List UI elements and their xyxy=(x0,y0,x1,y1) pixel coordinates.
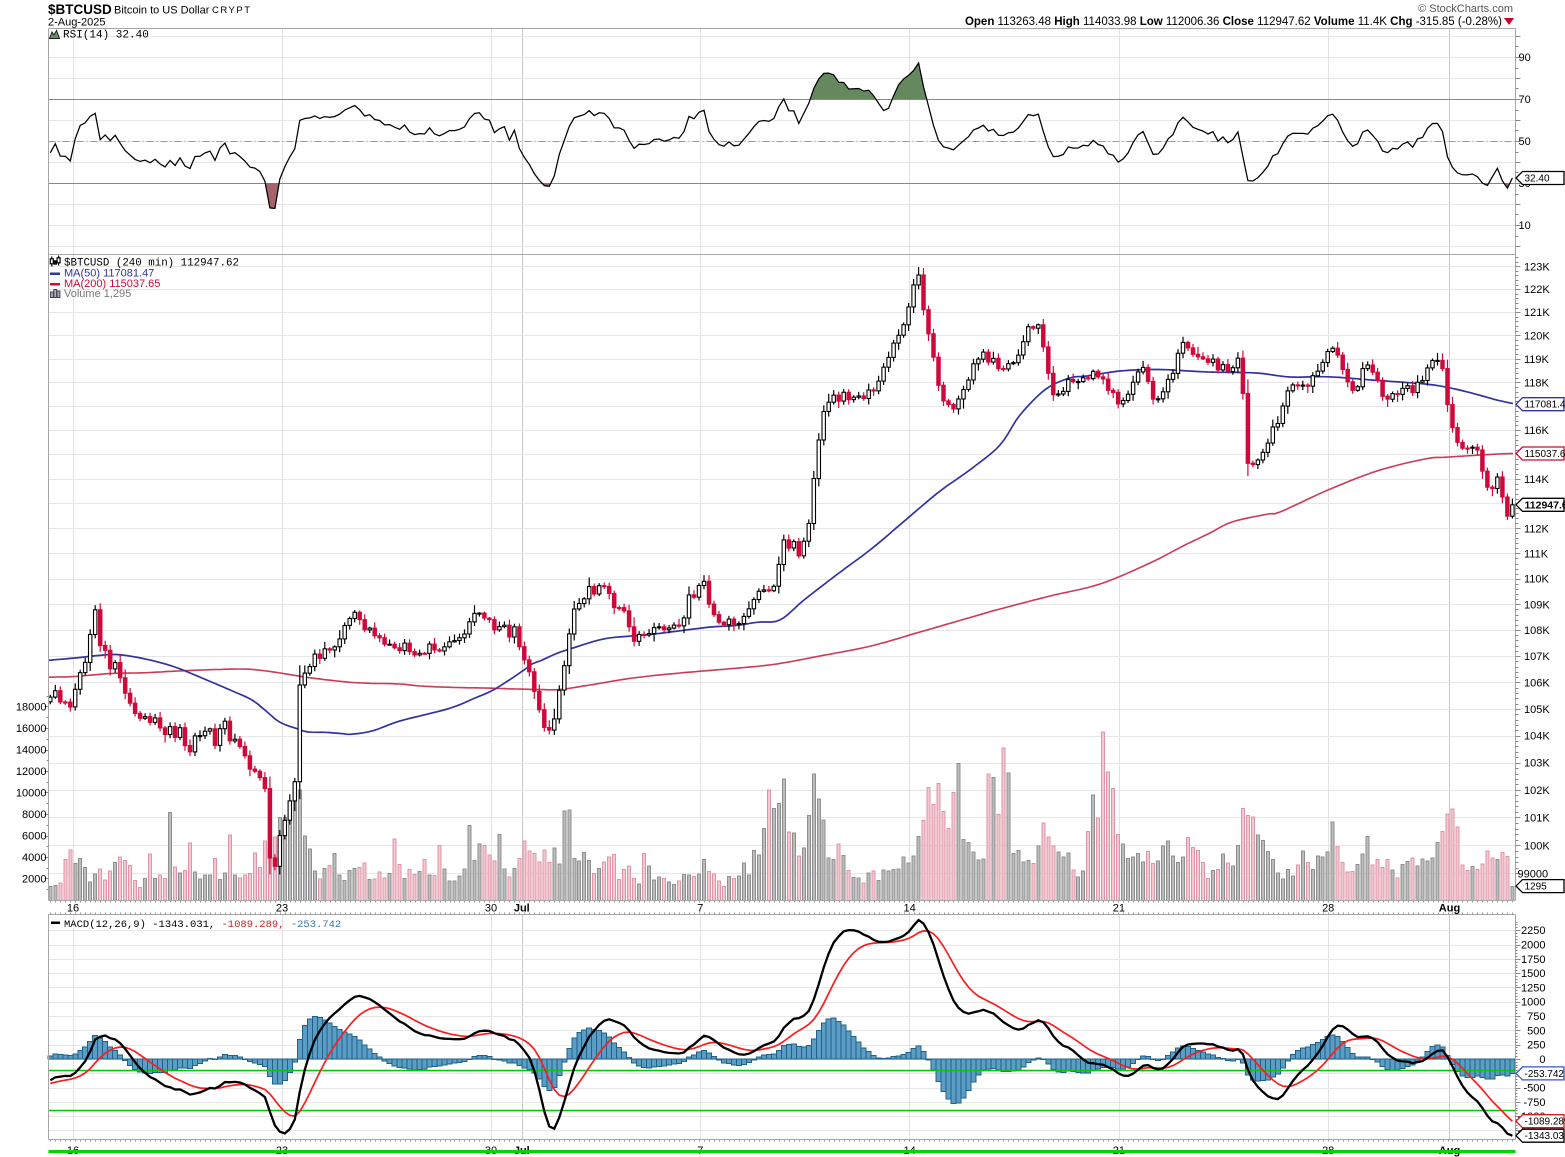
svg-text:107K: 107K xyxy=(1524,651,1550,663)
svg-text:750: 750 xyxy=(1527,1011,1545,1023)
svg-text:117081.47: 117081.47 xyxy=(1525,400,1565,411)
svg-text:1500: 1500 xyxy=(1521,968,1545,980)
svg-text:70: 70 xyxy=(1519,94,1531,106)
svg-text:110K: 110K xyxy=(1524,574,1550,586)
svg-text:CRYPT: CRYPT xyxy=(212,5,252,16)
svg-text:115037.65: 115037.65 xyxy=(1525,449,1565,460)
svg-text:99000: 99000 xyxy=(1518,868,1549,880)
svg-text:0: 0 xyxy=(1539,1054,1545,1066)
svg-text:6000: 6000 xyxy=(22,831,46,843)
svg-text:Jul: Jul xyxy=(514,903,530,915)
svg-text:14: 14 xyxy=(903,903,915,915)
svg-text:4000: 4000 xyxy=(22,852,46,864)
svg-text:MACD(12,26,9) -1343.031,: MACD(12,26,9) -1343.031, xyxy=(64,919,215,931)
svg-text:MA(50) 117081.47: MA(50) 117081.47 xyxy=(64,268,154,280)
svg-text:121K: 121K xyxy=(1524,307,1550,319)
svg-text:-1089.289: -1089.289 xyxy=(1525,1117,1565,1128)
svg-text:2000: 2000 xyxy=(22,874,46,886)
svg-text:118K: 118K xyxy=(1524,377,1550,389)
svg-text:14000: 14000 xyxy=(16,745,47,757)
svg-text:Bitcoin to US Dollar: Bitcoin to US Dollar xyxy=(114,5,210,17)
svg-text:106K: 106K xyxy=(1524,677,1550,689)
svg-text:100K: 100K xyxy=(1524,840,1550,852)
svg-text:10: 10 xyxy=(1519,220,1531,232)
svg-text:1000: 1000 xyxy=(1521,997,1545,1009)
svg-text:© StockCharts.com: © StockCharts.com xyxy=(1418,3,1513,15)
svg-text:50: 50 xyxy=(1519,136,1531,148)
svg-text:90: 90 xyxy=(1519,52,1531,64)
svg-text:123K: 123K xyxy=(1524,261,1550,273)
svg-text:RSI(14) 32.40: RSI(14) 32.40 xyxy=(63,30,149,42)
svg-text:30: 30 xyxy=(485,903,497,915)
svg-text:28: 28 xyxy=(1322,903,1334,915)
svg-text:Open 113263.48 High 114033.98: Open 113263.48 High 114033.98 Low 112006… xyxy=(965,16,1502,28)
svg-text:12000: 12000 xyxy=(16,766,47,778)
svg-text:7: 7 xyxy=(697,903,703,915)
svg-text:119K: 119K xyxy=(1524,354,1550,366)
svg-text:21: 21 xyxy=(1113,903,1125,915)
svg-text:104K: 104K xyxy=(1524,731,1550,743)
svg-text:108K: 108K xyxy=(1524,625,1550,637)
svg-text:8000: 8000 xyxy=(22,809,46,821)
svg-text:1750: 1750 xyxy=(1521,954,1545,966)
svg-text:250: 250 xyxy=(1527,1040,1545,1052)
svg-text:16: 16 xyxy=(67,903,79,915)
svg-text:10000: 10000 xyxy=(16,788,47,800)
svg-text:-253.742: -253.742 xyxy=(291,919,341,931)
svg-text:105K: 105K xyxy=(1524,704,1550,716)
svg-text:120K: 120K xyxy=(1524,330,1550,342)
svg-text:111K: 111K xyxy=(1524,548,1549,560)
svg-text:2-Aug-2025: 2-Aug-2025 xyxy=(48,17,106,29)
svg-text:$BTCUSD (240 min) 112947.62: $BTCUSD (240 min) 112947.62 xyxy=(64,258,239,270)
svg-text:114K: 114K xyxy=(1524,474,1550,486)
svg-text:101K: 101K xyxy=(1524,812,1550,824)
svg-text:$BTCUSD: $BTCUSD xyxy=(48,2,112,17)
svg-text:112K: 112K xyxy=(1524,523,1550,535)
svg-text:116K: 116K xyxy=(1524,425,1550,437)
svg-text:Aug: Aug xyxy=(1439,903,1460,915)
svg-text:-253.742: -253.742 xyxy=(1525,1069,1565,1080)
svg-text:1250: 1250 xyxy=(1521,982,1545,994)
svg-text:112947.62: 112947.62 xyxy=(1525,499,1565,511)
svg-text:Volume 1,295: Volume 1,295 xyxy=(64,288,131,300)
svg-text:109K: 109K xyxy=(1524,599,1550,611)
svg-text:-500: -500 xyxy=(1523,1083,1545,1095)
svg-text:1295: 1295 xyxy=(1525,882,1548,893)
svg-text:-1089.289,: -1089.289, xyxy=(222,919,285,931)
svg-text:18000: 18000 xyxy=(16,702,47,714)
svg-text:-1343.031: -1343.031 xyxy=(1525,1131,1565,1142)
svg-text:2000: 2000 xyxy=(1521,940,1545,952)
svg-text:102K: 102K xyxy=(1524,785,1550,797)
svg-text:2250: 2250 xyxy=(1521,925,1545,937)
svg-text:500: 500 xyxy=(1527,1025,1545,1037)
svg-text:MA(200) 115037.65: MA(200) 115037.65 xyxy=(64,278,160,290)
svg-text:-750: -750 xyxy=(1523,1097,1545,1109)
svg-text:16000: 16000 xyxy=(16,723,47,735)
svg-text:32.40: 32.40 xyxy=(1525,174,1550,185)
svg-text:122K: 122K xyxy=(1524,284,1550,296)
svg-text:103K: 103K xyxy=(1524,758,1550,770)
svg-text:23: 23 xyxy=(276,903,288,915)
